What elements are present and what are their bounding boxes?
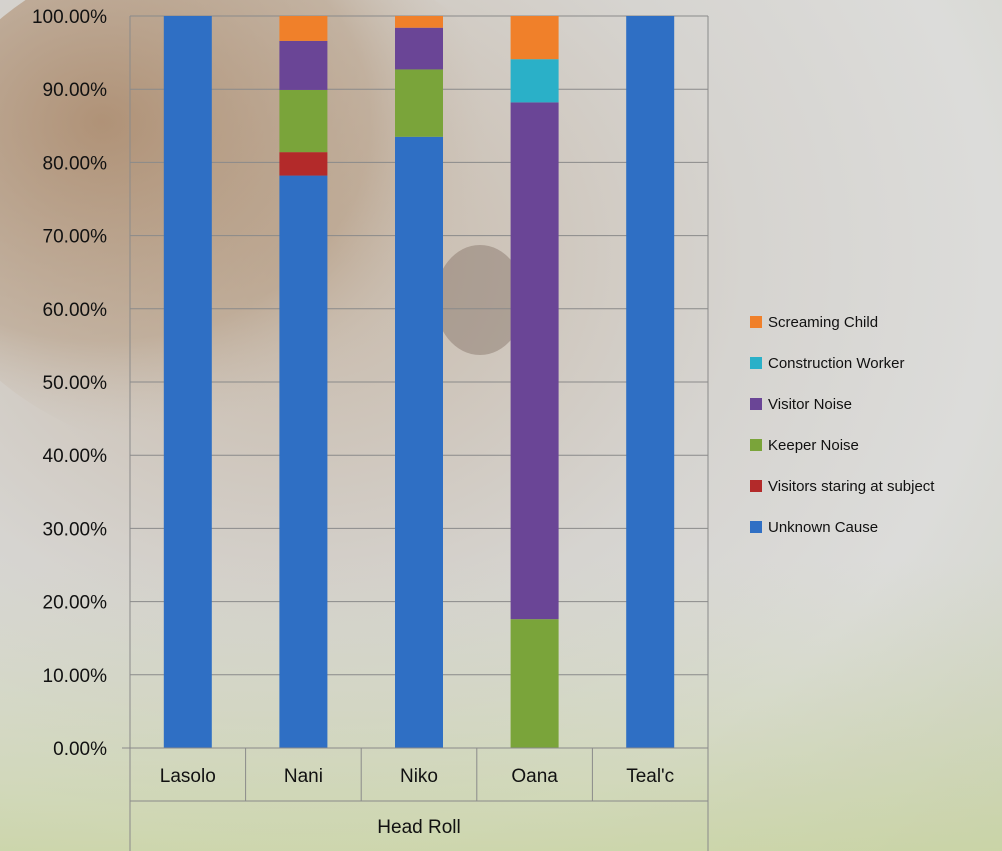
- bar-segment-screaming-child: [510, 16, 559, 60]
- bar-segment-unknown-cause: [626, 16, 675, 748]
- category-label: Niko: [400, 766, 438, 787]
- y-tick-label: 20.00%: [43, 593, 108, 614]
- y-axis-tick-labels: 0.00% 10.00% 20.00% 30.00% 40.00% 50.00% 60.00…: [32, 7, 107, 760]
- legend-label: Keeper Noise: [768, 437, 859, 454]
- bar-segment-unknown-cause: [163, 16, 212, 748]
- y-tick-label: 70.00%: [43, 227, 108, 248]
- legend-label: Screaming Child: [768, 314, 878, 331]
- category-label: Oana: [511, 766, 558, 787]
- bar-segment-visitors-staring-at-subject: [279, 152, 328, 176]
- bar-segment-visitor-noise: [510, 102, 559, 620]
- y-tick-label: 10.00%: [43, 666, 108, 687]
- bar-segment-visitor-noise: [279, 40, 328, 90]
- bar-segment-unknown-cause: [279, 175, 328, 749]
- legend: Screaming Child Construction Worker Visito…: [750, 314, 935, 536]
- legend-swatch: [750, 398, 762, 410]
- legend-swatch: [750, 357, 762, 369]
- y-tick-label: 80.00%: [43, 153, 108, 174]
- y-tick-label: 50.00%: [43, 373, 108, 394]
- legend-label: Construction Worker: [768, 355, 904, 372]
- bar-segment-keeper-noise: [510, 619, 559, 748]
- y-tick-label: 100.00%: [32, 7, 107, 28]
- legend-swatch: [750, 439, 762, 451]
- legend-label: Visitors staring at subject: [768, 478, 935, 495]
- bar-segment-unknown-cause: [395, 136, 443, 748]
- y-tick-label: 90.00%: [43, 80, 108, 101]
- category-labels: Lasolo Nani Niko Oana Teal'c: [160, 766, 674, 787]
- group-label: Head Roll: [377, 817, 460, 838]
- category-label: Nani: [284, 766, 323, 787]
- bar-segment-screaming-child: [279, 16, 328, 41]
- legend-swatch: [750, 316, 762, 328]
- y-tick-label: 40.00%: [43, 446, 108, 467]
- bar-segment-keeper-noise: [395, 69, 443, 137]
- category-label: Teal'c: [626, 766, 674, 787]
- legend-swatch: [750, 521, 762, 533]
- legend-label: Unknown Cause: [768, 519, 878, 536]
- y-tick-label: 30.00%: [43, 519, 108, 540]
- y-tick-label: 60.00%: [43, 300, 108, 321]
- bar-segment-keeper-noise: [279, 89, 328, 153]
- bar-segment-construction-worker: [510, 59, 559, 103]
- legend-swatch: [750, 480, 762, 492]
- category-label: Lasolo: [160, 766, 216, 787]
- y-tick-label: 0.00%: [53, 739, 107, 760]
- bar-segment-screaming-child: [395, 16, 443, 28]
- axes: [122, 16, 709, 851]
- bar-segment-visitor-noise: [395, 27, 443, 70]
- bars: [163, 16, 675, 749]
- legend-label: Visitor Noise: [768, 396, 852, 413]
